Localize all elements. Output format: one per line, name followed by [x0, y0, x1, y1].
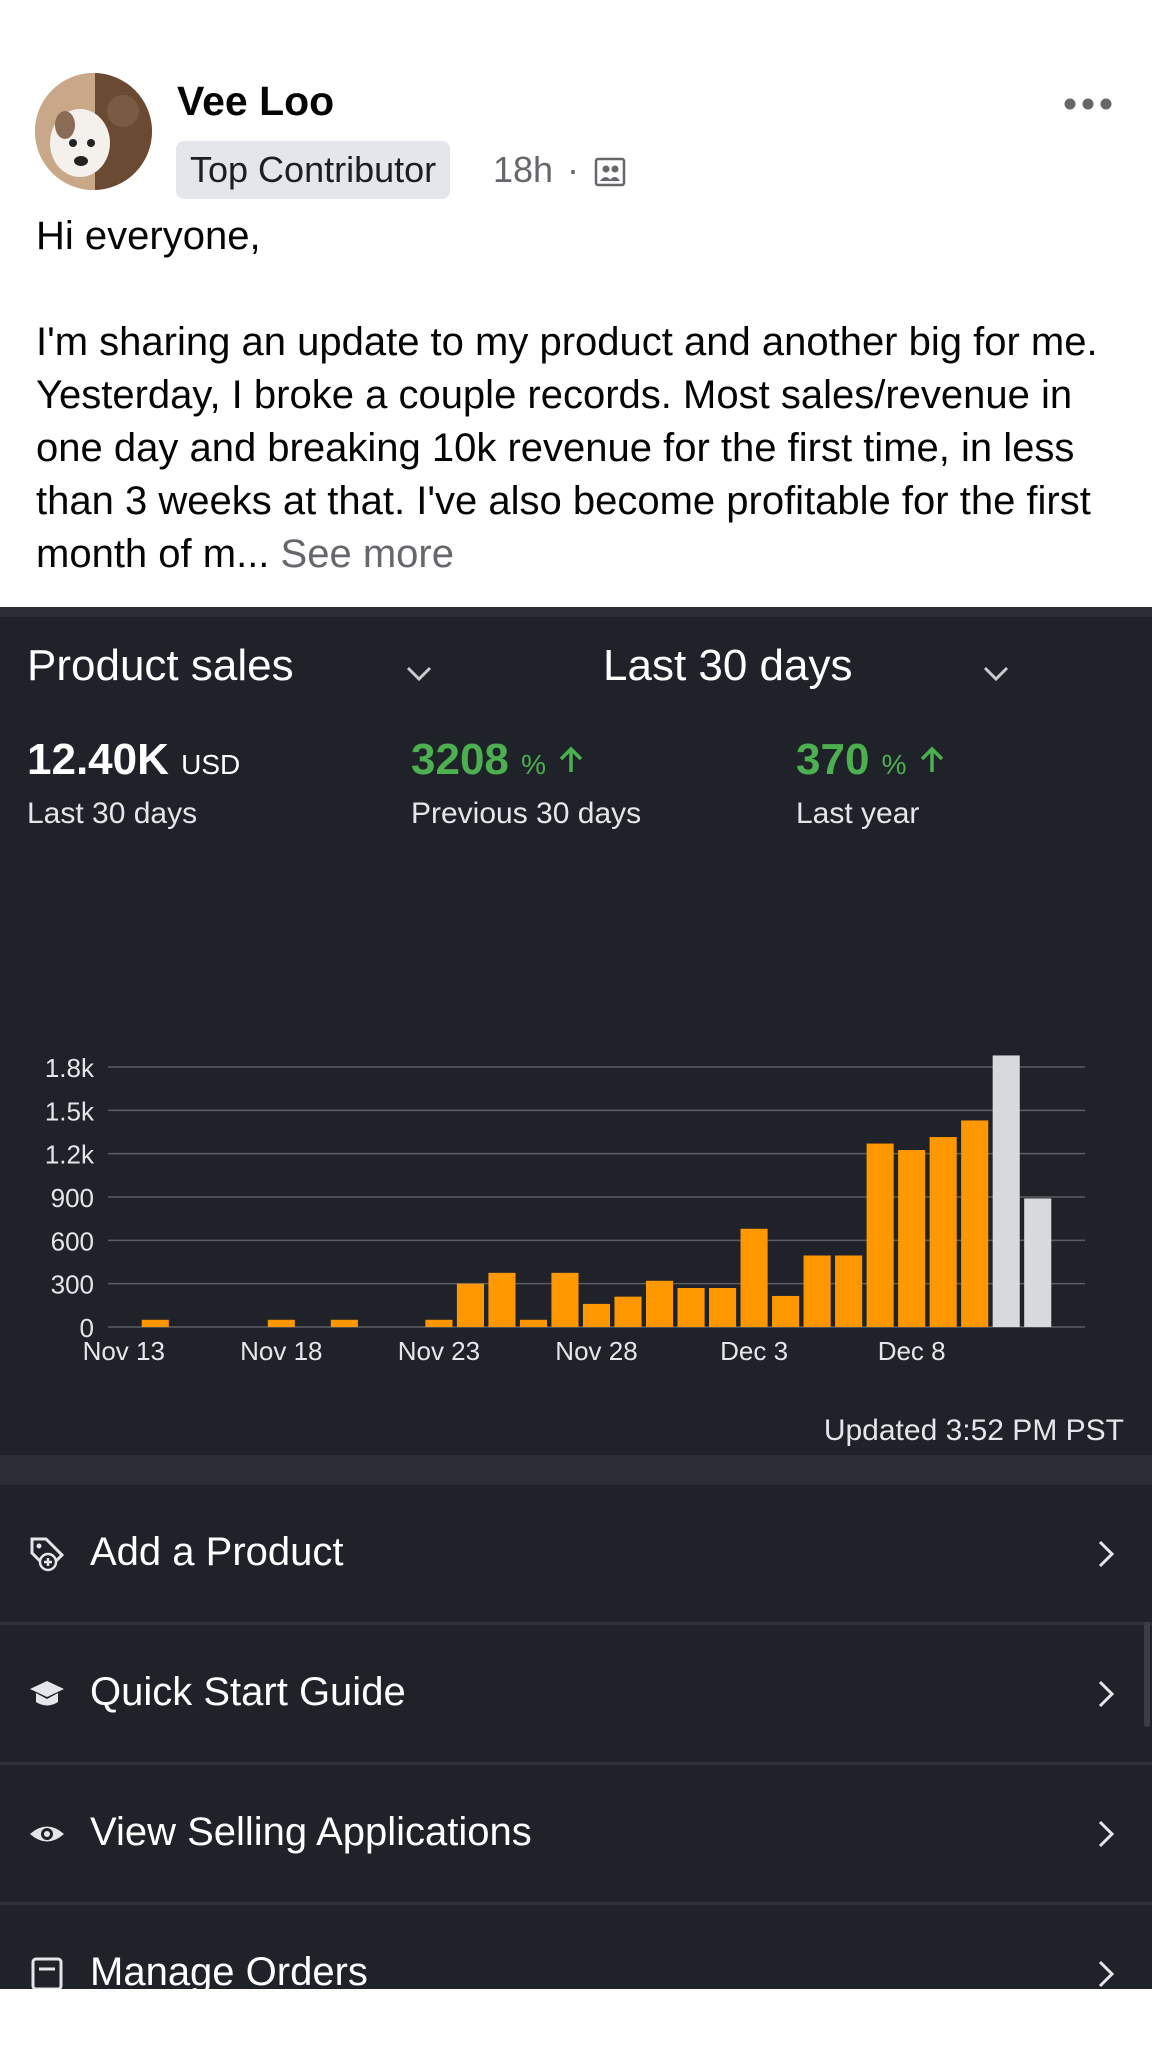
avatar-image	[35, 73, 152, 190]
chart-bar[interactable]	[582, 1303, 611, 1327]
arrow-up-icon	[560, 746, 583, 772]
x-tick-label: Nov 28	[555, 1336, 637, 1366]
metric-prev-label: Previous 30 days	[411, 797, 642, 830]
chart-bar[interactable]	[1024, 1198, 1052, 1327]
chart-bar[interactable]	[803, 1255, 831, 1328]
chevron-down-icon[interactable]	[403, 664, 435, 684]
y-tick-label: 1.5k	[45, 1096, 95, 1126]
chart-bar[interactable]	[425, 1319, 453, 1327]
chart-bar[interactable]	[709, 1288, 737, 1327]
top-contributor-badge: Top Contributor	[176, 141, 451, 199]
chevron-right-icon	[1098, 1680, 1115, 1708]
scrollbar-thumb[interactable]	[1144, 1622, 1150, 1727]
metric-revenue-unit: USD	[181, 749, 241, 780]
chart-bar[interactable]	[267, 1319, 295, 1327]
menu-separator	[0, 1902, 1152, 1905]
chart-bar[interactable]	[929, 1137, 957, 1327]
menu-separator	[0, 1622, 1152, 1625]
metric-revenue-value: 12.40K	[27, 735, 169, 784]
chart-bar[interactable]	[551, 1272, 579, 1327]
author-name[interactable]: Vee Loo	[177, 78, 335, 124]
metric-year-change: 370 %	[796, 735, 945, 785]
post-greeting: Hi everyone,	[36, 214, 261, 258]
y-tick-label: 900	[51, 1183, 94, 1213]
metric-prev-unit: %	[521, 749, 547, 780]
graduation-cap-icon	[30, 1681, 64, 1706]
menu-item-label: Manage Orders	[90, 1950, 368, 1994]
y-tick-label: 300	[51, 1270, 94, 1300]
metric-revenue: 12.40K USD	[27, 735, 240, 785]
y-tick-label: 1.8k	[45, 1053, 95, 1083]
metric-prev-change: 3208 %	[411, 735, 584, 785]
chevron-down-icon[interactable]	[980, 664, 1012, 684]
chart-bar[interactable]	[141, 1319, 169, 1327]
chart-bar[interactable]	[740, 1228, 768, 1327]
avatar[interactable]	[35, 73, 152, 190]
chart-bar[interactable]	[835, 1255, 863, 1328]
x-tick-label: Nov 23	[398, 1336, 480, 1366]
eye-icon	[30, 1826, 64, 1842]
post-body: I'm sharing an update to my product and …	[36, 316, 1136, 581]
range-dropdown[interactable]: Last 30 days	[603, 641, 853, 690]
menu-item-label: Add a Product	[90, 1530, 344, 1574]
receipt-icon	[31, 1957, 63, 1991]
metric-year-label: Last year	[796, 797, 920, 830]
chart-bar[interactable]	[961, 1120, 989, 1327]
x-tick-label: Dec 3	[720, 1336, 788, 1366]
chevron-right-icon	[1098, 1540, 1115, 1568]
chart-bar[interactable]	[330, 1319, 358, 1327]
arrow-up-icon	[920, 746, 944, 772]
menu-item-add-product[interactable]: Add a Product	[0, 1485, 1152, 1623]
menu-item-selling-applications[interactable]: View Selling Applications	[0, 1765, 1152, 1903]
chart-bar[interactable]	[992, 1055, 1020, 1327]
menu-separator	[0, 1762, 1152, 1765]
y-tick-label: 1.2k	[45, 1140, 95, 1170]
metric-year-value: 370	[796, 735, 870, 784]
metric-year-unit: %	[881, 749, 907, 780]
menu-divider-band	[0, 1455, 1152, 1485]
chart-bar[interactable]	[456, 1283, 484, 1327]
chart-bar[interactable]	[614, 1296, 642, 1327]
x-tick-label: Dec 8	[878, 1336, 946, 1366]
tag-plus-icon	[30, 1537, 65, 1572]
menu-item-label: Quick Start Guide	[90, 1670, 406, 1714]
chevron-right-icon	[1098, 1960, 1115, 1988]
group-privacy-icon	[594, 157, 626, 187]
page-bottom	[0, 1989, 1152, 2048]
y-tick-label: 0	[80, 1313, 94, 1343]
post-time[interactable]: 18h	[493, 149, 554, 190]
metric-dropdown[interactable]: Product sales	[27, 641, 294, 690]
menu-item-label: View Selling Applications	[90, 1810, 532, 1854]
menu-item-quick-start[interactable]: Quick Start Guide	[0, 1625, 1152, 1763]
chart-bar[interactable]	[866, 1143, 894, 1327]
see-more-link[interactable]: See more	[280, 532, 454, 576]
menu-item-manage-orders[interactable]: Manage Orders	[0, 1905, 1152, 2043]
sales-dashboard: Product sales Last 30 days 12.40K USD La…	[0, 607, 1152, 1994]
metric-revenue-label: Last 30 days	[27, 797, 198, 830]
chart-bar[interactable]	[772, 1295, 800, 1327]
chart-bar[interactable]	[488, 1272, 516, 1327]
x-tick-label: Nov 13	[83, 1336, 165, 1366]
updated-timestamp: Updated 3:52 PM PST	[823, 1414, 1124, 1447]
x-tick-label: Nov 18	[240, 1336, 322, 1366]
chart-bar[interactable]	[898, 1150, 926, 1327]
chart-bar[interactable]	[677, 1288, 705, 1327]
y-tick-label: 600	[51, 1226, 94, 1256]
metric-prev-value: 3208	[411, 735, 509, 784]
meta-separator: ·	[567, 149, 579, 190]
dashboard-top-edge	[0, 607, 1152, 617]
more-options-icon[interactable]	[1062, 84, 1114, 124]
chevron-right-icon	[1098, 1820, 1115, 1848]
chart-bar[interactable]	[519, 1319, 548, 1327]
post-body-text: I'm sharing an update to my product and …	[36, 320, 1098, 576]
sales-bar-chart: 0 300 600 900 1.2k 1.5k 1.8k Nov 13 Nov 18 Nov 23…	[45, 1053, 1085, 1366]
chart-bar[interactable]	[645, 1280, 674, 1327]
